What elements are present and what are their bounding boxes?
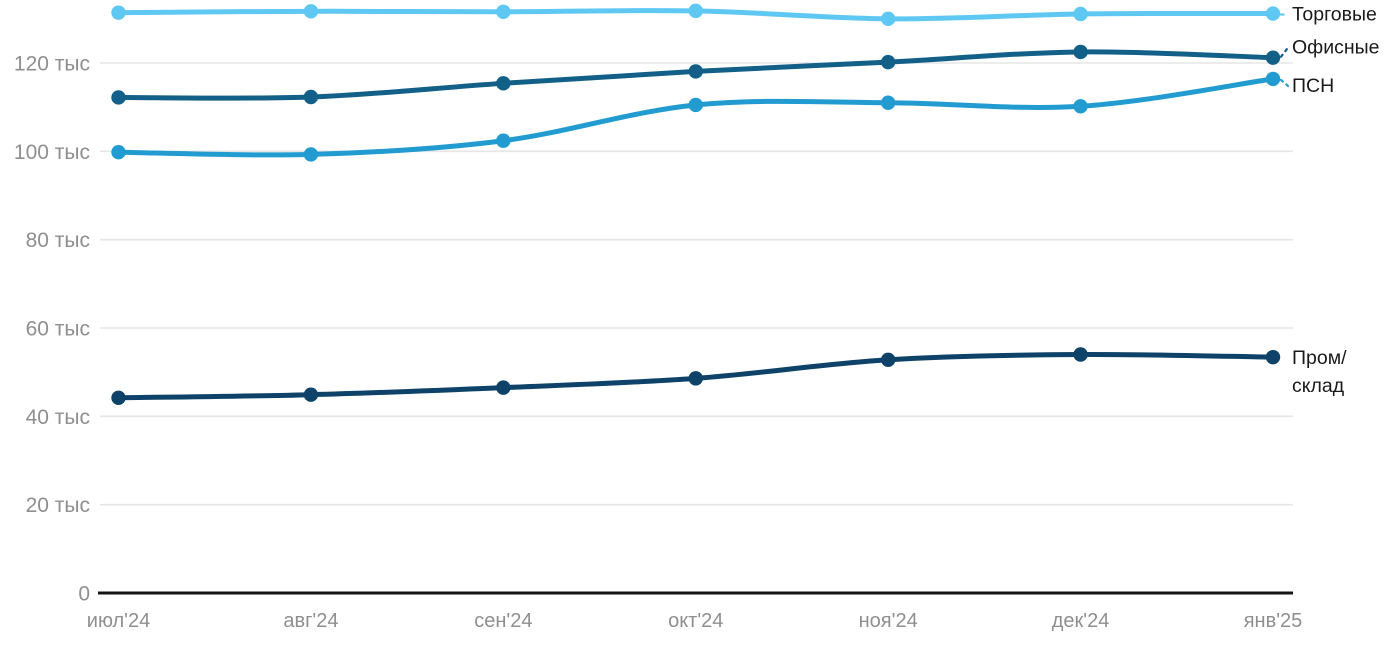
y-axis-tick-label: 20 тыс (26, 494, 90, 517)
data-point-псн (880, 95, 896, 110)
data-point-псн (496, 133, 511, 148)
data-point-пром-склад (880, 352, 896, 367)
data-point-офисные (880, 54, 896, 70)
data-point-торговые (496, 4, 511, 19)
series-label-пром-склад: Пром/ (1292, 347, 1347, 369)
data-point-офисные (1265, 50, 1281, 65)
data-point-пром-склад (1073, 347, 1088, 362)
label-connector-офисные (1279, 46, 1290, 58)
y-axis-tick-label: 120 тыс (14, 53, 90, 76)
data-point-псн (688, 97, 703, 113)
x-axis-tick-label: янв'25 (1244, 610, 1303, 632)
data-point-псн (111, 145, 126, 160)
series-line-псн (116, 76, 1276, 158)
data-point-офисные (1073, 44, 1088, 60)
y-axis-tick-label: 80 тыс (26, 229, 90, 252)
x-axis-tick-label: дек'24 (1052, 610, 1110, 632)
data-point-торговые (880, 11, 896, 27)
series-label-офисные: Офисные (1292, 37, 1379, 59)
label-connector-псн (1279, 78, 1290, 88)
data-point-пром-склад (1265, 349, 1281, 365)
series-label-торговые: Торговые (1292, 4, 1377, 26)
series-label-псн: ПСН (1292, 75, 1334, 97)
data-point-офисные (303, 89, 319, 105)
series-label-пром-склад: склад (1292, 375, 1345, 397)
x-axis-tick-label: сен'24 (474, 610, 532, 632)
data-point-офисные (111, 90, 126, 105)
data-point-пром-склад (496, 380, 511, 395)
y-axis-tick-label: 60 тыс (26, 318, 90, 341)
data-point-офисные (496, 76, 511, 91)
y-axis-tick-label: 40 тыс (26, 406, 90, 429)
data-point-торговые (1073, 6, 1088, 22)
data-point-торговые (1265, 6, 1281, 21)
data-point-псн (303, 147, 319, 162)
data-point-псн (1073, 99, 1088, 114)
x-axis-tick-label: авг'24 (283, 610, 338, 632)
data-point-пром-склад (111, 390, 126, 405)
data-point-офисные (688, 64, 703, 79)
data-point-псн (1265, 71, 1281, 87)
data-point-пром-склад (303, 387, 319, 402)
y-axis-tick-label: 100 тыс (14, 141, 90, 164)
x-axis-tick-label: июл'24 (87, 610, 150, 632)
data-point-пром-склад (688, 371, 703, 386)
data-point-торговые (111, 5, 126, 20)
data-point-торговые (303, 4, 319, 19)
x-axis-tick-label: ноя'24 (859, 610, 918, 632)
x-axis-tick-label: окт'24 (668, 610, 723, 632)
data-point-торговые (688, 3, 703, 19)
y-axis-tick-label: 0 (78, 583, 90, 606)
